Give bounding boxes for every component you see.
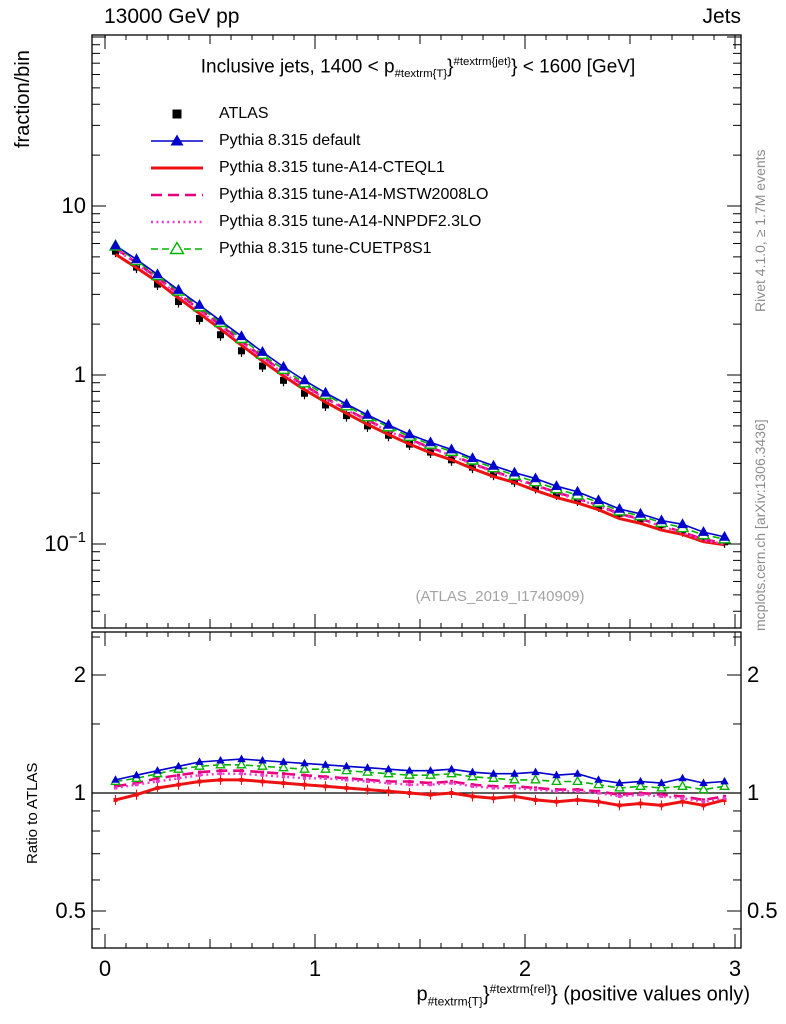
xtick-label: 2 — [519, 956, 531, 981]
main-ytick-label: 10−1 — [44, 529, 86, 556]
main-ytick-label: 1 — [74, 362, 86, 387]
xtick-label: 3 — [729, 956, 741, 981]
ratio-ytick-label-right: 2 — [747, 662, 759, 687]
mstw2008lo-line-icon — [151, 193, 203, 196]
ratio-ytick-label-right: 1 — [747, 780, 759, 805]
series-pythia-8-315-tune-a14-nnpdf2-3lo — [114, 248, 725, 803]
markers-pythia-default — [110, 239, 730, 786]
x-axis-title-superscript: #textrm{rel} — [489, 982, 552, 996]
xtick-label: 1 — [309, 956, 321, 981]
series-pythia-8-315-tune-a14-cteql1 — [114, 252, 725, 807]
x-axis-title-suffix: } (positive values only) — [551, 983, 750, 1006]
atlas-point — [301, 389, 308, 397]
x-axis-title-prefix: p — [416, 983, 428, 1006]
legend-label: Pythia 8.315 default — [219, 131, 361, 149]
ratio-ytick-label-right: 0.5 — [747, 898, 778, 923]
series-atlas — [112, 245, 728, 548]
series-line-ratio — [115, 764, 725, 791]
main-plot-frame — [91, 34, 742, 629]
main-ytick-label: 10 — [62, 193, 86, 218]
cuetp8s1-line-icon — [151, 240, 203, 254]
ratio-y-axis-title: Ratio to ATLAS — [24, 762, 41, 864]
legend-item-nnpdf23lo: Pythia 8.315 tune-A14-NNPDF2.3LO — [147, 208, 488, 235]
legend-item-pythia-default: Pythia 8.315 default — [147, 127, 488, 154]
series-line-ratio — [115, 769, 725, 802]
atlas-point — [490, 470, 497, 478]
ratio-ytick-label-left: 0.5 — [55, 898, 86, 923]
atlas-marker-icon — [172, 109, 182, 118]
series-line-main — [114, 247, 725, 545]
atlas-point — [343, 412, 350, 420]
legend-label: Pythia 8.315 tune-A14-MSTW2008LO — [219, 185, 489, 203]
plot-title-superscript: #textrm{jet} — [453, 56, 512, 68]
atlas-point — [175, 298, 182, 306]
atlas-point — [217, 331, 224, 339]
plot-title-suffix: } < 1600 [GeV] — [511, 56, 636, 78]
atlas-point — [112, 247, 119, 255]
atlas-point — [532, 483, 539, 491]
tick-labels: 10 1 10−1 2 2 1 1 0.5 0.5 0 1 2 3 — [44, 193, 777, 981]
plot-title-subscript: #textrm{T} — [394, 68, 448, 81]
legend-item-cuetp8s1: Pythia 8.315 tune-CUETP8S1 — [147, 235, 488, 262]
atlas-point — [280, 376, 287, 384]
ratio-markers-pythia-8-315-tune-a14-cteql1 — [113, 774, 727, 811]
plot-title: Inclusive jets, 1400 < p#textrm{T}}#text… — [110, 56, 726, 80]
legend-item-cteql1: Pythia 8.315 tune-A14-CTEQL1 — [147, 154, 488, 181]
atlas-point — [196, 314, 203, 322]
nnpdf23lo-line-icon — [151, 220, 203, 223]
ratio-markers-pythia-8-315-tune-a14-nnpdf2-3lo — [113, 772, 727, 804]
pythia-default-line-icon — [151, 134, 203, 145]
analysis-id-watermark: (ATLAS_2019_I1740909) — [415, 588, 585, 605]
ratio-ytick-label-left: 1 — [74, 780, 86, 805]
ratio-ytick-label-left: 2 — [74, 662, 86, 687]
series-line-main — [114, 248, 725, 546]
beam-energy-label: 13000 GeV pp — [104, 5, 240, 28]
series-line-main — [115, 245, 725, 540]
x-axis-title-subscript: #textrm{T} — [427, 994, 483, 1009]
series-line-ratio — [115, 772, 725, 803]
process-label: Jets — [702, 5, 741, 28]
atlas-point — [322, 401, 329, 409]
atlas-point — [154, 280, 161, 288]
series-line-ratio — [115, 758, 725, 784]
series-line-main — [115, 244, 725, 538]
series-pythia-8-315-tune-a14-mstw2008lo — [114, 247, 725, 802]
plot-title-brace: } — [447, 56, 454, 78]
x-axis-title: p#textrm{T}}#textrm{rel}} (positive valu… — [416, 982, 750, 1009]
ratio-markers-pythia-8-315-tune-a14-mstw2008lo — [113, 769, 727, 802]
series-line-main — [114, 252, 725, 547]
atlas-point — [238, 347, 245, 355]
rivet-version-note: Rivet 4.1.0, ≥ 1.7M events — [752, 149, 768, 312]
legend-item-mstw2008lo: Pythia 8.315 tune-A14-MSTW2008LO — [147, 181, 488, 208]
mcplots-arxiv-note: mcplots.cern.ch [arXiv:1306.3436] — [752, 419, 768, 631]
xtick-label: 0 — [99, 956, 111, 981]
x-axis-title-brace: } — [482, 983, 490, 1006]
cteql1-line-icon — [151, 166, 203, 169]
plot-title-prefix: Inclusive jets, 1400 < p — [200, 56, 395, 78]
ratio-plot-frame — [91, 631, 742, 949]
legend-label: ATLAS — [219, 104, 269, 122]
legend-label: Pythia 8.315 tune-A14-NNPDF2.3LO — [219, 212, 482, 230]
legend-label: Pythia 8.315 tune-CUETP8S1 — [219, 239, 432, 257]
series-line-ratio — [115, 778, 725, 807]
atlas-point — [259, 362, 266, 370]
legend-label: Pythia 8.315 tune-A14-CTEQL1 — [219, 158, 445, 176]
legend-item-atlas: ATLAS — [147, 100, 488, 127]
main-y-axis-title: fraction/bin — [12, 50, 34, 148]
legend: ATLAS Pythia 8.315 default Pythia 8.315 … — [147, 100, 488, 262]
